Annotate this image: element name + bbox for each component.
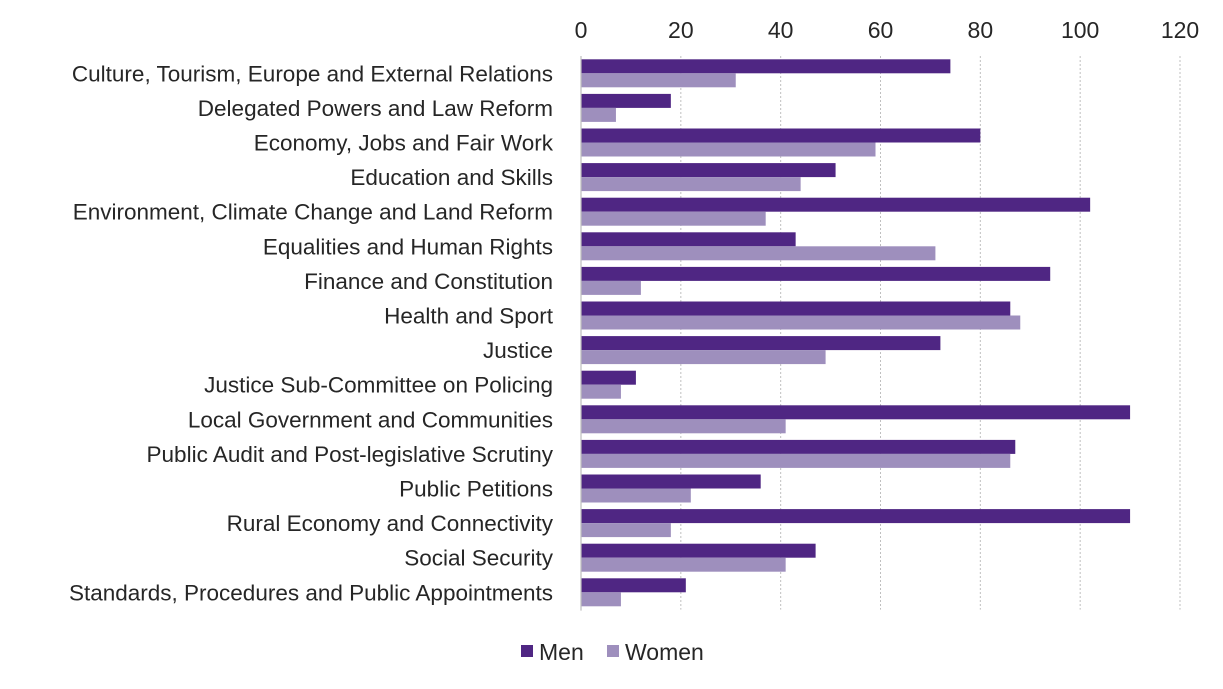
category-label: Social Security [404,546,554,571]
bar-women [581,350,826,365]
bar-men [581,370,636,385]
bar-men [581,232,796,247]
category-label: Public Petitions [399,477,553,502]
legend: Men Women [521,639,704,665]
category-label: Equalities and Human Rights [263,234,553,259]
bar-women [581,384,621,399]
bar-women [581,315,1021,330]
x-tick-label: 20 [668,17,694,43]
bar-women [581,211,766,226]
bar-men [581,163,836,178]
category-label: Finance and Constitution [304,269,553,294]
category-label: Economy, Jobs and Fair Work [254,131,554,156]
category-label: Environment, Climate Change and Land Ref… [73,200,553,225]
category-label: Health and Sport [384,304,554,329]
legend-label-men: Men [539,639,584,665]
bar-women [581,73,736,88]
bar-women [581,592,621,607]
x-tick-label: 0 [575,17,588,43]
legend-swatch-men [521,645,533,657]
category-label: Justice Sub-Committee on Policing [204,373,553,398]
bar-men [581,405,1131,420]
bar-women [581,177,801,192]
bar-women [581,142,876,157]
legend-label-women: Women [625,639,704,665]
bar-women [581,557,786,572]
bar-men [581,474,761,489]
x-tick-label: 100 [1061,17,1099,43]
x-tick-label: 80 [968,17,994,43]
category-label: Delegated Powers and Law Reform [198,96,553,121]
bar-men [581,509,1131,524]
legend-swatch-women [607,645,619,657]
bar-men [581,543,816,558]
category-label: Justice [483,338,553,363]
bar-men [581,266,1051,281]
category-label: Education and Skills [350,165,553,190]
bar-men [581,301,1011,316]
category-label: Standards, Procedures and Public Appoint… [69,580,553,605]
bar-women [581,246,936,261]
bar-men [581,197,1091,212]
category-label: Rural Economy and Connectivity [227,511,554,536]
bar-women [581,453,1011,468]
x-tick-label: 40 [768,17,794,43]
bar-women [581,488,691,503]
x-axis-ticks: 0 20 40 60 80 100 120 [575,17,1200,43]
category-labels: Culture, Tourism, Europe and External Re… [69,61,554,605]
category-label: Culture, Tourism, Europe and External Re… [72,61,553,86]
x-tick-label: 60 [868,17,894,43]
category-label: Local Government and Communities [188,407,553,432]
bar-men [581,128,981,143]
bar-women [581,107,616,122]
category-label: Public Audit and Post-legislative Scruti… [147,442,554,467]
bars [581,59,1131,607]
bar-women [581,419,786,434]
x-tick-label: 120 [1161,17,1199,43]
bar-men [581,578,686,593]
bar-men [581,336,941,351]
bar-men [581,59,951,74]
bar-women [581,280,641,295]
bar-men [581,439,1016,454]
bar-women [581,523,671,538]
bar-men [581,93,671,108]
